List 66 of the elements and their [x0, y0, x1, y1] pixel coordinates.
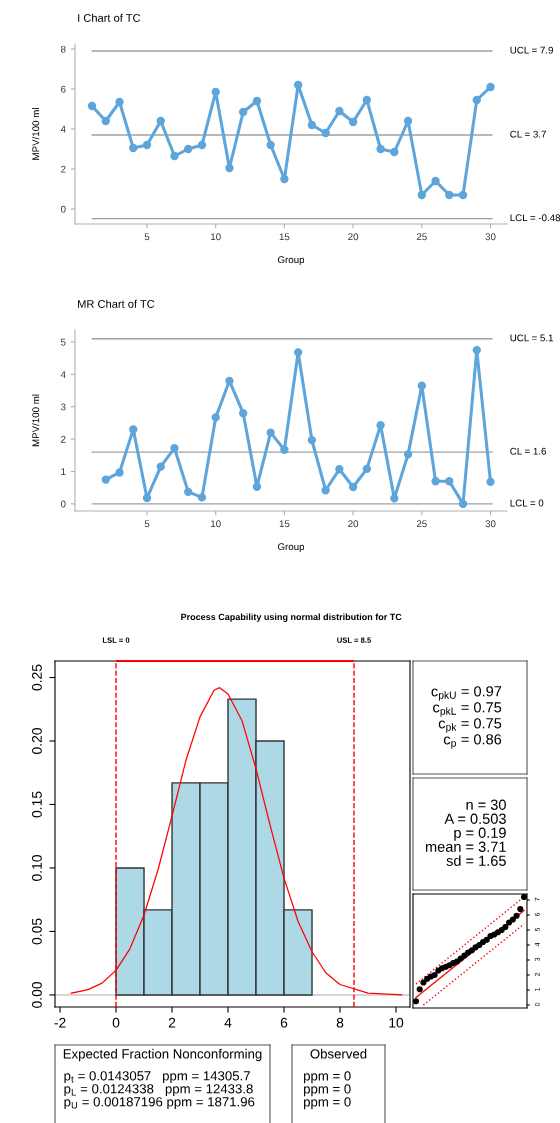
text: p = 0.19: [454, 827, 506, 841]
y-axis-title: MPV/100 ml: [32, 108, 40, 160]
y-tick-label: 6: [61, 85, 66, 93]
text: c$_{pkU}$ = 0.97: [431, 686, 502, 701]
text: Observed: [310, 1048, 367, 1059]
text: c$_{pkL}$ = 0.75: [433, 702, 502, 717]
text: mean = 3.71: [425, 841, 506, 852]
x-tick-label: 6: [280, 1017, 288, 1028]
x-tick-label: 30: [485, 233, 496, 241]
x-tick-label: 15: [279, 520, 290, 528]
x-tick-label: 30: [485, 520, 496, 528]
y-tick-label: 0.05: [32, 918, 42, 945]
x-tick-label: 2: [168, 1017, 176, 1028]
ref-line-label: LCL = 0: [510, 499, 544, 507]
y-axis-title: MPV/100 ml: [32, 394, 40, 447]
x-tick-label: 15: [279, 233, 290, 241]
x-tick-label: 25: [416, 520, 427, 528]
chart-title: I Chart of TC: [78, 13, 141, 22]
y-tick-label: 0.15: [32, 791, 42, 818]
ref-line-label: LCL = -0.48: [510, 214, 560, 222]
x-tick-label: 10: [211, 233, 221, 241]
ref-line-label: CL = 1.6: [510, 447, 547, 455]
ref-line-label: UCL = 7.9: [510, 46, 553, 54]
x-tick-label: -2: [54, 1017, 66, 1028]
text: ppm = 0: [304, 1071, 351, 1084]
x-tick-label: 10: [211, 520, 221, 528]
x-tick-label: 20: [348, 233, 359, 241]
ref-line-label: CL = 3.7: [510, 130, 546, 138]
x-tick-label: 10: [389, 1017, 404, 1028]
y-tick-label: 3: [60, 403, 66, 411]
x-tick-label: 20: [348, 520, 359, 528]
y-tick-label: 5: [60, 338, 66, 346]
text: sd = 1.65: [446, 855, 506, 866]
x-tick-label: 25: [416, 233, 427, 241]
chart-title: Process Capability using normal distribution for TC: [181, 613, 402, 622]
text: A = 0.503: [444, 813, 506, 824]
ref-line-label: UCL = 5.1: [510, 334, 553, 342]
text: p$_{L}$ = 0.0124338 ppm = 12433.8: [64, 1084, 253, 1097]
y-tick-label: 4: [60, 125, 66, 133]
x-tick-label: 4: [224, 1017, 232, 1028]
text: ppm = 0: [304, 1097, 351, 1110]
text: c$_{p}$ = 0.86: [443, 734, 502, 749]
y-tick-label: 2: [61, 165, 66, 173]
text: Expected Fraction Nonconforming: [63, 1048, 262, 1062]
y-tick-label: 0.25: [32, 664, 42, 691]
y-tick-label: 0: [60, 205, 66, 213]
y-tick-label: 0.00: [32, 981, 42, 1008]
y-tick-label: 0: [60, 500, 66, 508]
y-tick-label: 2: [61, 435, 66, 443]
text: n = 30: [466, 799, 506, 810]
chart-title: MR Chart of TC: [78, 299, 155, 308]
x-axis-title: Group: [277, 256, 305, 266]
text: p$_{t}$ = 0.0143057 ppm = 14305.7: [64, 1071, 250, 1084]
text: c$_{pk}$ = 0.75: [438, 718, 502, 733]
y-tick-label: 4: [60, 371, 66, 378]
x-tick-label: 5: [144, 233, 150, 241]
x-tick-label: 5: [144, 520, 150, 528]
y-tick-label: 1: [61, 468, 66, 476]
x-axis-title: Group: [277, 543, 305, 553]
text: ppm = 0: [304, 1084, 351, 1097]
y-tick-label: 8: [60, 45, 66, 53]
x-tick-label: 0: [112, 1017, 120, 1028]
y-tick-label: 0.10: [32, 854, 42, 881]
text: p$_{U}$ = 0.00187196 ppm = 1871.96: [64, 1097, 255, 1110]
y-tick-label: 0.20: [32, 728, 42, 754]
x-tick-label: 8: [336, 1017, 344, 1028]
